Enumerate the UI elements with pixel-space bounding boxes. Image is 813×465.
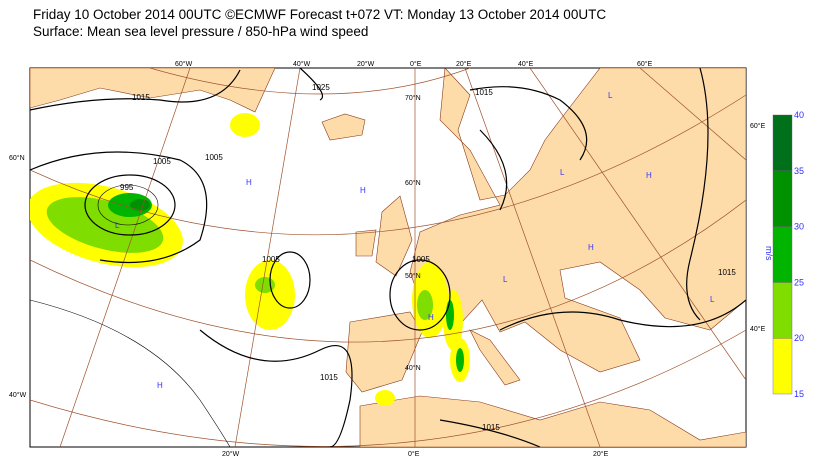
isobar-label: 1005 — [262, 255, 280, 264]
isobar-label: 995 — [120, 183, 134, 192]
map-subtitle: Surface: Mean sea level pressure / 850-h… — [33, 24, 369, 39]
high-center: H — [360, 186, 366, 195]
lon-label-0e: 0°E — [410, 60, 422, 68]
lat-label-70n: 70°N — [405, 94, 421, 102]
low-center: L — [608, 91, 613, 100]
colorbar-swatch — [772, 114, 793, 171]
low-center: L — [560, 168, 565, 177]
lat-label-60n: 60°N — [9, 154, 25, 162]
lon-label-left-40w: 40°W — [9, 391, 27, 399]
isobar-label: 1025 — [312, 83, 330, 92]
isobar-label: 1005 — [205, 153, 223, 162]
isobar-label: 1015 — [475, 88, 493, 97]
low-center: L — [503, 275, 508, 284]
iberia — [345, 311, 423, 393]
lon-label-bottom-20e: 20°E — [593, 450, 609, 458]
lat-label-50n: 50°N — [405, 272, 421, 280]
lon-label-right-40e: 40°E — [750, 325, 766, 333]
isobar-label: 1005 — [153, 157, 171, 166]
graticule-labels: 60°W 40°W 20°W 0°E 20°E 40°E 60°E 20°W 0… — [9, 60, 766, 458]
lon-label-bottom-20w: 20°W — [222, 450, 240, 458]
lon-label-bottom-0e: 0°E — [408, 450, 420, 458]
lat-label-40n: 40°N — [405, 364, 421, 372]
colorbar-tick-label: 20 — [794, 333, 804, 343]
colorbar-tick-label: 40 — [794, 110, 804, 120]
graticule — [30, 68, 746, 447]
great-britain — [375, 195, 413, 277]
high-center: H — [646, 171, 652, 180]
isobar-label: 1015 — [482, 423, 500, 432]
colorbar-tick-label: 25 — [794, 277, 804, 287]
iceland — [321, 113, 366, 141]
ireland — [355, 229, 377, 257]
high-center: H — [588, 243, 594, 252]
isobar-label: 1015 — [320, 373, 338, 382]
high-center: H — [428, 313, 434, 322]
lon-label-60e: 60°E — [637, 60, 653, 68]
low-center: L — [710, 295, 715, 304]
high-center: H — [246, 178, 252, 187]
colorbar-tick-label: 35 — [794, 166, 804, 176]
italy — [469, 329, 521, 386]
low-center: L — [115, 221, 120, 230]
isobar-labels: 1015 1025 1005 995 1005 1005 1015 1015 1… — [120, 83, 736, 432]
wind-speed-shading — [30, 113, 470, 406]
isobars — [30, 68, 746, 447]
lon-label-40e: 40°E — [518, 60, 534, 68]
isobar-label: 1015 — [132, 93, 150, 102]
lon-label-60w: 60°W — [175, 60, 193, 68]
lon-label-40w: 40°W — [293, 60, 311, 68]
high-center: H — [157, 381, 163, 390]
isobar-label: 1005 — [412, 255, 430, 264]
greenland — [30, 68, 276, 113]
lon-label-right-60e: 60°E — [750, 122, 766, 130]
colorbar-swatch — [772, 338, 793, 395]
isobar-label: 1015 — [718, 268, 736, 277]
map-title: Friday 10 October 2014 00UTC ©ECMWF Fore… — [33, 7, 607, 22]
lon-label-20w: 20°W — [357, 60, 375, 68]
pressure-centers: H H L H L L H H L L H — [115, 91, 715, 390]
colorbar-unit: m/s — [764, 246, 774, 261]
africa — [359, 395, 746, 447]
colorbar-tick-label: 15 — [794, 389, 804, 399]
colorbar: 15 20 25 30 35 40 — [772, 110, 804, 399]
colorbar-swatch — [772, 170, 793, 227]
colorbar-swatch — [772, 226, 793, 283]
lat-label-60n-interior: 60°N — [405, 179, 421, 187]
lon-label-20e: 20°E — [456, 60, 472, 68]
colorbar-swatch — [772, 282, 793, 339]
colorbar-tick-label: 30 — [794, 222, 804, 232]
